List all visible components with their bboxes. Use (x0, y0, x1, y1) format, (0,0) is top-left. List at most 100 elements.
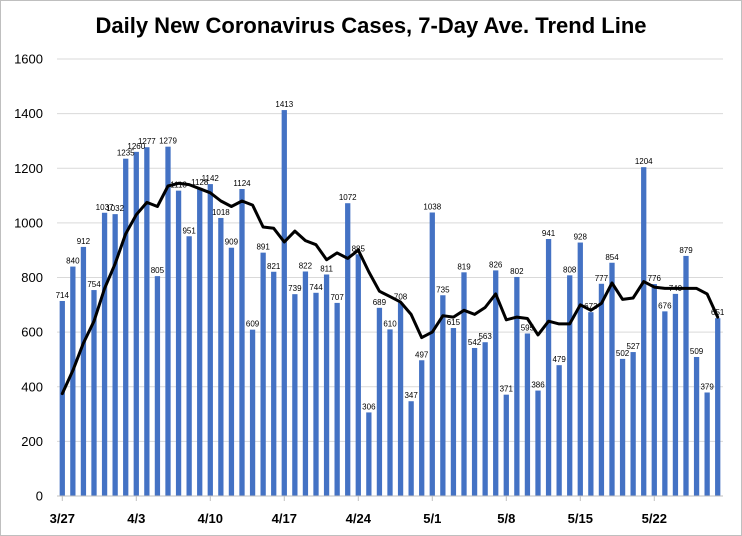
bar (503, 394, 509, 496)
bar (662, 311, 668, 496)
y-tick-label: 1000 (14, 215, 43, 230)
bar (123, 158, 129, 497)
trend-line (60, 181, 720, 396)
y-tick-label: 1200 (14, 161, 43, 176)
bar-data-label: 1124 (233, 179, 251, 188)
bar (693, 356, 700, 496)
bar-data-label: 840 (66, 257, 80, 266)
bar-data-label: 673 (584, 302, 598, 311)
bar-data-label: 1038 (423, 202, 441, 211)
bar-data-label: 347 (404, 391, 418, 400)
bar-data-label: 1279 (159, 137, 177, 146)
bar-data-label: 805 (151, 266, 165, 275)
bar-data-label: 776 (648, 274, 662, 283)
bar-data-label: 497 (415, 350, 429, 359)
y-tick-label: 0 (36, 489, 43, 504)
bar (144, 147, 150, 497)
bar (556, 365, 562, 496)
bar-data-label: 822 (299, 261, 313, 270)
bar (419, 360, 425, 496)
y-tick-label: 1600 (14, 52, 43, 67)
x-axis-tick-labels: 3/27 4/3 4/10 4/17 4/24 5/1 5/8 5/15 5/22 (50, 496, 667, 526)
bar (588, 312, 594, 496)
bar-data-label: 479 (552, 355, 566, 364)
bar-data-label: 1204 (635, 157, 653, 166)
bar-data-label: 651 (711, 308, 725, 317)
bar (524, 333, 531, 496)
chart-title: Daily New Coronavirus Cases, 7-Day Ave. … (95, 13, 647, 38)
y-tick-label: 400 (21, 379, 43, 394)
bar (366, 412, 372, 496)
bar (450, 328, 457, 496)
bar (112, 214, 118, 496)
bar (704, 392, 710, 496)
bar-data-label: 1260 (127, 142, 145, 151)
bar (207, 184, 213, 496)
bar (80, 246, 87, 496)
bar-data-label: 912 (77, 237, 91, 246)
bar-data-label: 1018 (212, 208, 230, 217)
bar (281, 110, 287, 496)
bar (493, 270, 499, 496)
bar (482, 342, 488, 496)
bar-data-label: 802 (510, 267, 524, 276)
bar (249, 329, 256, 496)
bar-data-label: 386 (531, 381, 545, 390)
bar-data-label: 819 (457, 262, 471, 271)
bar-data-label: 821 (267, 262, 281, 271)
bar-data-label: 610 (383, 319, 397, 328)
bar-data-label: 707 (330, 293, 344, 302)
bar-data-label: 379 (700, 382, 714, 391)
bar-data-label: 1413 (275, 100, 293, 109)
bar (260, 252, 266, 496)
x-tick-label: 3/27 (50, 511, 75, 526)
bar (461, 272, 467, 496)
x-tick-label: 4/3 (127, 511, 145, 526)
y-tick-label: 1400 (14, 106, 43, 121)
bar (387, 329, 393, 496)
bar (133, 151, 139, 497)
x-tick-label: 5/15 (568, 511, 593, 526)
bar (429, 212, 435, 496)
bar (651, 284, 657, 496)
bars (59, 110, 721, 497)
bar-data-label: 1235 (117, 149, 135, 158)
bar (345, 203, 351, 496)
bar-data-label: 708 (394, 293, 408, 302)
x-tick-label: 4/10 (198, 511, 223, 526)
bar (567, 275, 573, 496)
bar-data-label: 739 (288, 284, 302, 293)
bar (598, 283, 605, 496)
bar (641, 167, 647, 496)
bar-data-label: 811 (320, 264, 333, 273)
bar (545, 238, 552, 496)
bar-data-label: 1118 (170, 181, 187, 190)
y-axis-tick-labels: 0 200 400 600 800 1000 1200 1400 1600 (14, 52, 43, 504)
bar-data-label: 1128 (191, 178, 209, 187)
bar (397, 302, 404, 496)
bar (228, 247, 235, 496)
bar (59, 300, 65, 496)
x-tick-label: 5/8 (497, 511, 515, 526)
bar-data-label: 1037 (96, 203, 114, 212)
bar (715, 318, 721, 496)
bar (101, 212, 108, 496)
bar (186, 236, 192, 496)
bar (154, 276, 161, 496)
bar (218, 217, 224, 497)
bar (440, 295, 446, 496)
bar-data-label: 854 (605, 253, 619, 262)
bar-data-label: 1032 (106, 204, 124, 213)
x-tick-label: 5/1 (423, 511, 441, 526)
bar (292, 294, 298, 496)
bar (302, 271, 309, 496)
bar (471, 347, 478, 496)
x-tick-label: 4/17 (272, 511, 297, 526)
bar-data-label: 371 (500, 385, 514, 394)
bar-data-label: 502 (616, 349, 630, 358)
bar (323, 274, 330, 496)
bar-data-label: 928 (574, 233, 588, 242)
